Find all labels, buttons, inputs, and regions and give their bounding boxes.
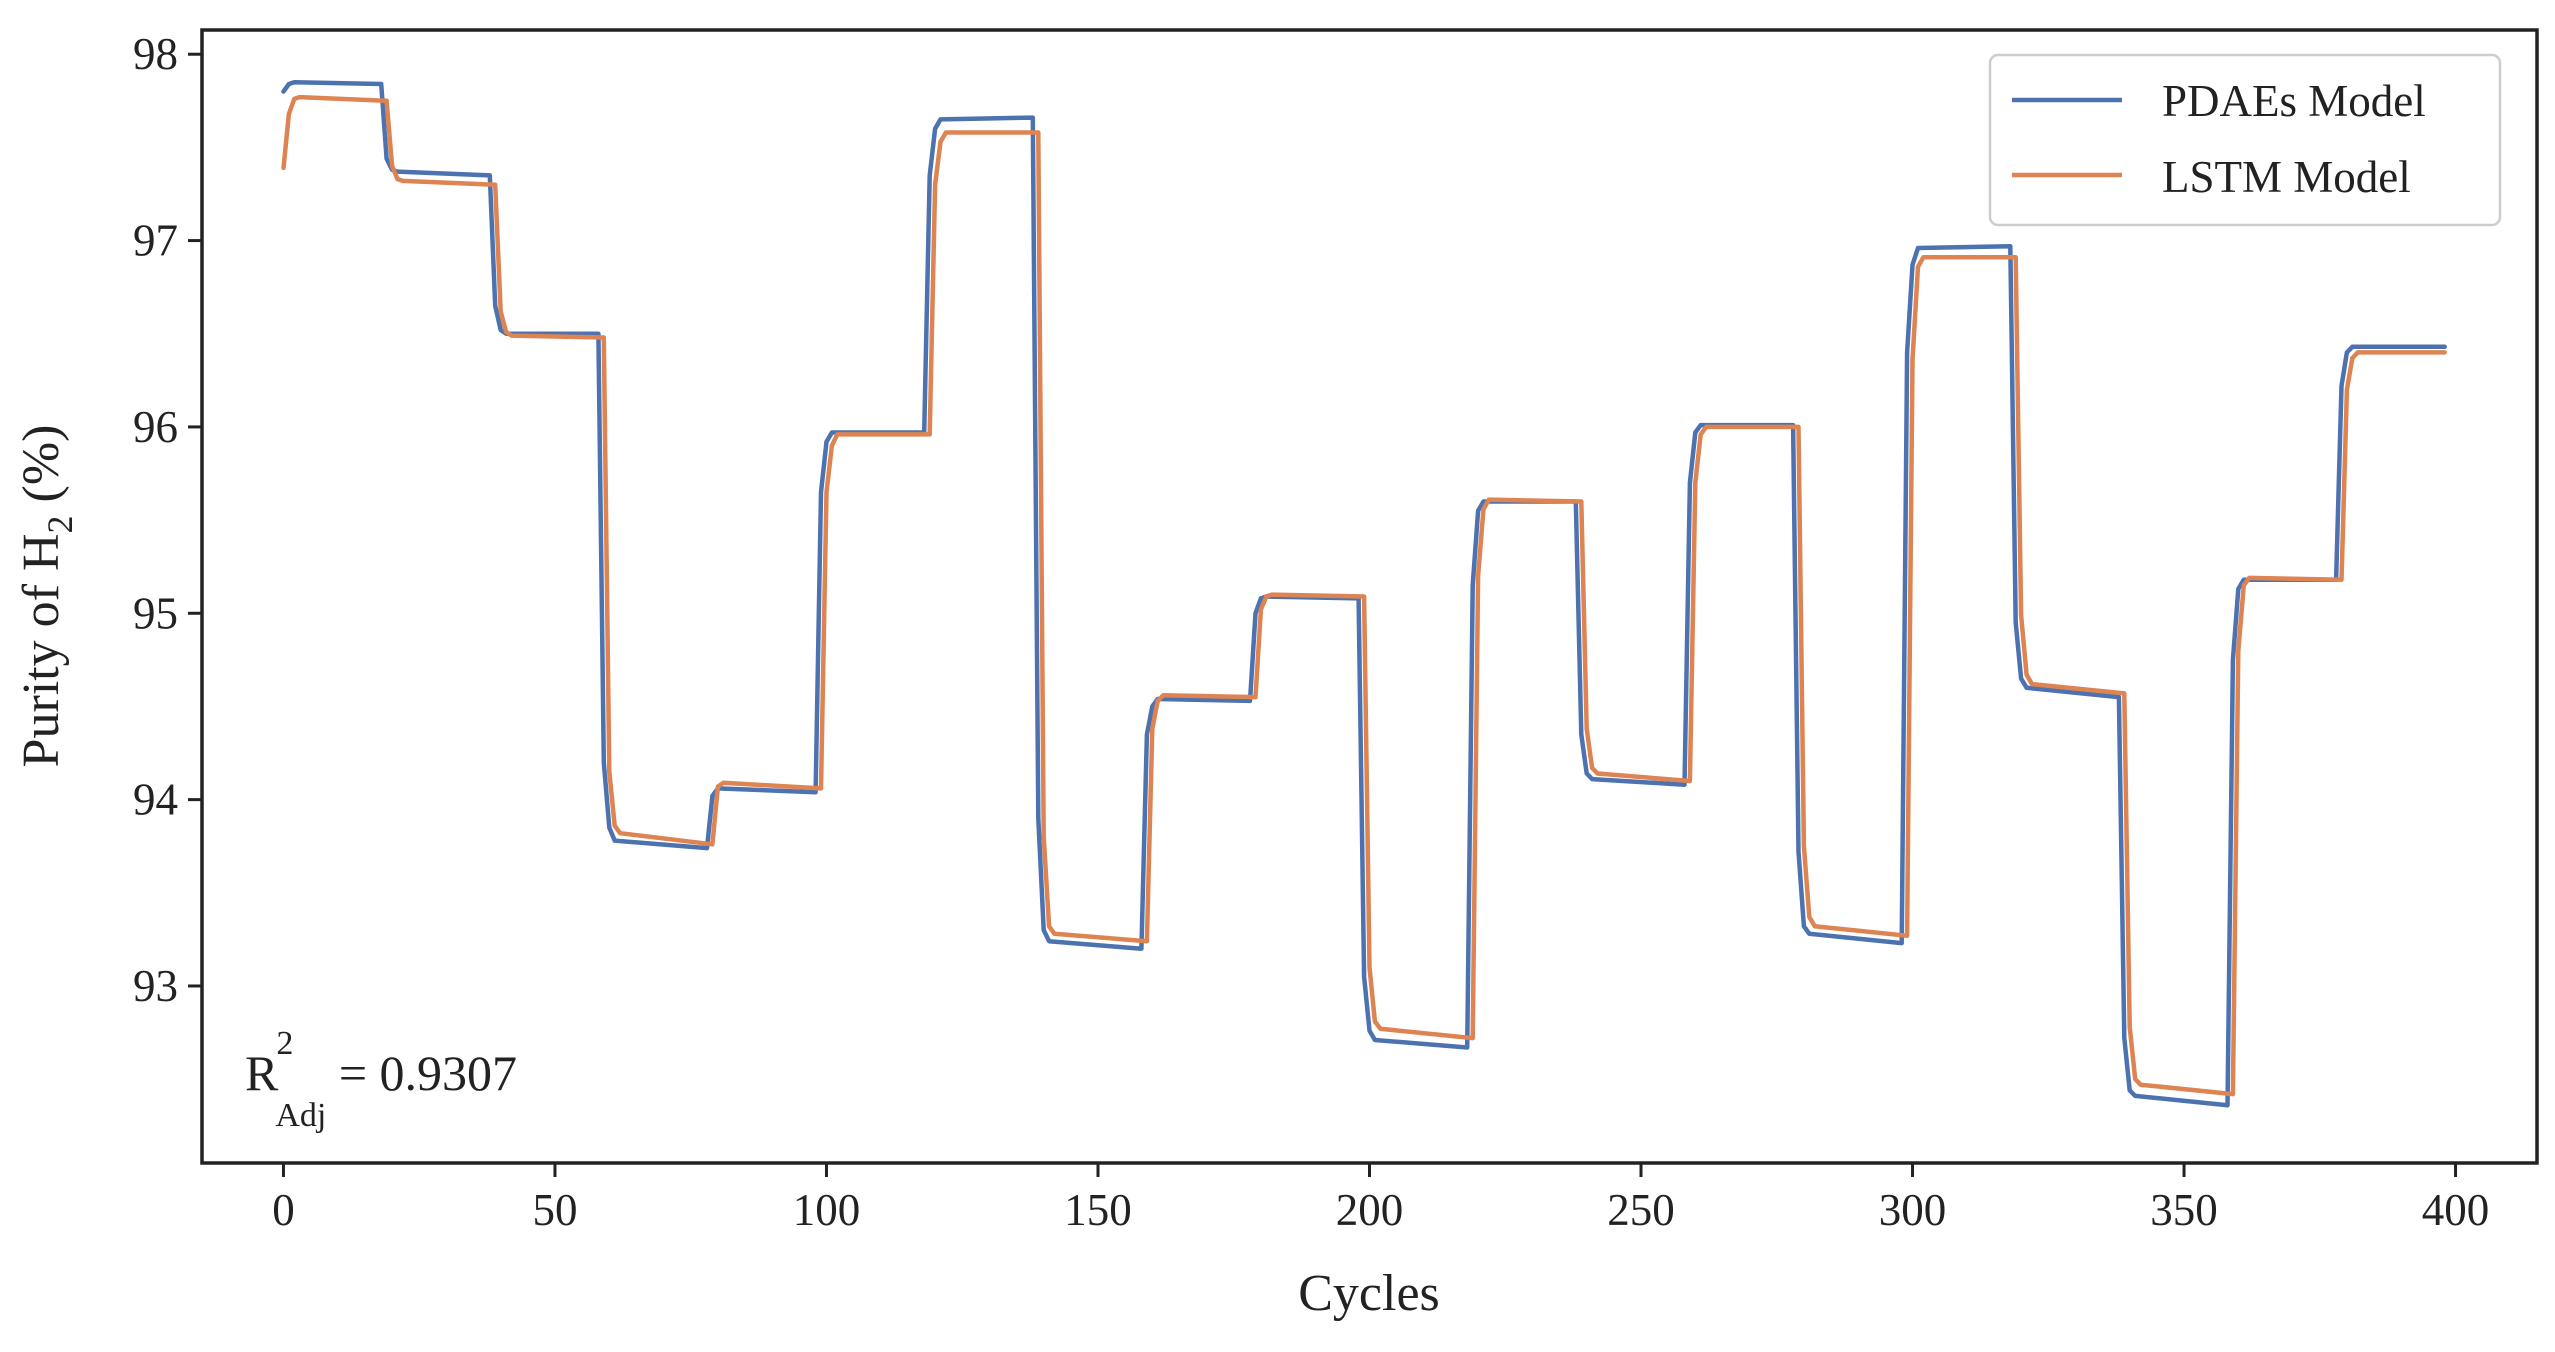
x-tick-label: 400	[2422, 1185, 2490, 1235]
y-tick-label: 94	[133, 775, 178, 825]
y-tick-label: 95	[133, 588, 178, 638]
series-layer	[281, 79, 2447, 1108]
legend-label-lstm: LSTM Model	[2162, 152, 2411, 202]
x-tick-label: 100	[793, 1185, 861, 1235]
series-line-lstm-model	[281, 94, 2447, 1097]
y-axis-label: Purity of H2 (%)	[13, 425, 80, 768]
y-axis-ticks: 93 94 95 96 97 98	[133, 29, 202, 1011]
y-tick-label: 96	[133, 402, 178, 452]
y-tick-label: 97	[133, 216, 178, 266]
x-tick-label: 350	[2150, 1185, 2218, 1235]
x-axis-label: Cycles	[1298, 1265, 1440, 1322]
x-tick-label: 250	[1607, 1185, 1675, 1235]
legend-box	[1988, 53, 2502, 227]
legend: PDAEs Model LSTM Model	[1988, 53, 2502, 227]
r2-annotation: R2 Adj = 0.9307	[245, 1025, 517, 1134]
x-tick-label: 200	[1336, 1185, 1404, 1235]
x-tick-label: 150	[1064, 1185, 1132, 1235]
y-tick-label: 93	[133, 961, 178, 1011]
x-axis-ticks: 0 50 100 150 200 250 300 350 400	[272, 1163, 2489, 1235]
x-tick-label: 0	[272, 1185, 295, 1235]
y-tick-label: 98	[133, 29, 178, 79]
x-tick-label: 50	[532, 1185, 577, 1235]
series-line-pdaes-model	[281, 79, 2447, 1108]
legend-label-pdaes: PDAEs Model	[2162, 76, 2426, 126]
x-tick-label: 300	[1879, 1185, 1947, 1235]
